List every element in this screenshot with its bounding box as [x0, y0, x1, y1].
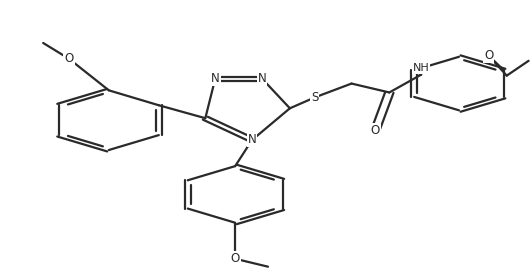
Text: O: O: [64, 52, 74, 65]
Text: O: O: [484, 49, 493, 62]
Text: O: O: [230, 252, 240, 265]
Text: S: S: [311, 91, 319, 104]
Text: N: N: [247, 134, 256, 147]
Text: N: N: [211, 72, 220, 85]
Text: O: O: [371, 124, 380, 137]
Text: N: N: [258, 72, 267, 85]
Text: NH: NH: [413, 63, 430, 73]
